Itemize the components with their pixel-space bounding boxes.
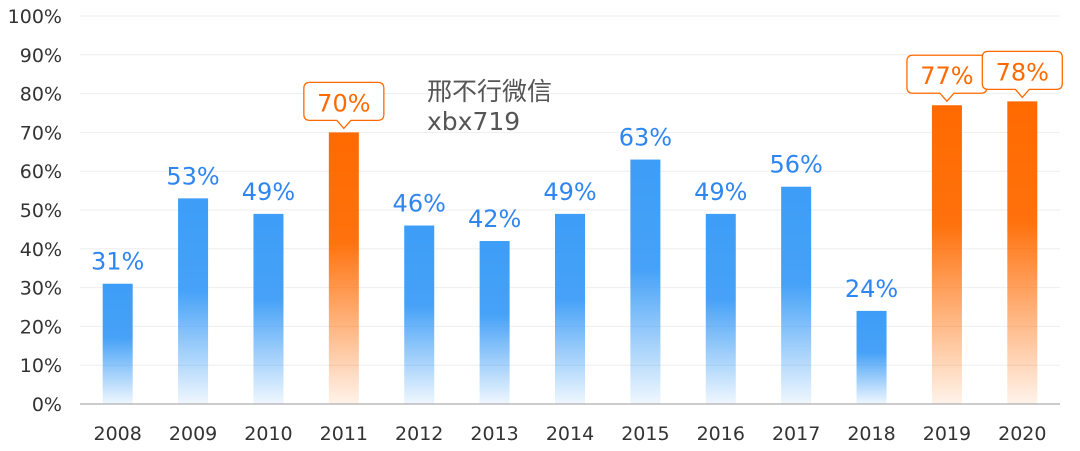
x-axis-ticks: 2008 2009 2010 2011 2012 2013 2014 2015 2016 2017… xyxy=(94,423,1047,445)
y-tick-label: 0% xyxy=(32,394,62,416)
bars xyxy=(102,101,1038,405)
value-label-callout: 77% xyxy=(906,54,988,103)
y-tick-label: 90% xyxy=(20,45,62,67)
bar-2014 xyxy=(555,213,585,404)
watermark-line1: 邢不行微信 xyxy=(427,77,552,106)
value-label: 24% xyxy=(845,275,898,303)
y-tick-label: 70% xyxy=(20,122,62,144)
value-label-callout: 70% xyxy=(303,81,385,130)
y-tick-label: 100% xyxy=(8,6,62,28)
y-tick-label: 50% xyxy=(20,200,62,222)
callout-box xyxy=(303,81,385,130)
callout-box xyxy=(981,50,1063,99)
bar-2019 xyxy=(931,105,962,405)
watermark-line2: xbx719 xyxy=(427,107,520,136)
y-tick-label: 40% xyxy=(20,239,62,261)
value-label: 31% xyxy=(91,248,144,276)
x-tick-label: 2014 xyxy=(546,423,594,445)
value-label: 49% xyxy=(242,178,295,206)
x-tick-label: 2012 xyxy=(395,423,443,445)
value-label: 46% xyxy=(393,190,446,218)
y-tick-label: 20% xyxy=(20,316,62,338)
x-tick-label: 2018 xyxy=(847,423,895,445)
y-tick-label: 30% xyxy=(20,278,62,300)
bar-2017 xyxy=(781,186,812,404)
value-labels: 31% 53% 49% 70% 46% 42% 49% 63% 49% 56% 24% 77% 78% xyxy=(91,50,1063,303)
bar-2015 xyxy=(630,159,661,404)
x-tick-label: 2019 xyxy=(923,423,971,445)
value-label: 78% xyxy=(996,58,1049,86)
grid-lines xyxy=(80,15,1060,366)
value-label: 49% xyxy=(543,178,596,206)
value-label: 56% xyxy=(769,151,822,179)
bar-2008 xyxy=(102,283,133,404)
bar-2009 xyxy=(178,198,209,404)
x-tick-label: 2016 xyxy=(697,423,745,445)
x-tick-label: 2011 xyxy=(320,423,368,445)
bar-2016 xyxy=(705,213,736,404)
value-label: 49% xyxy=(694,178,747,206)
value-label: 63% xyxy=(619,124,672,152)
bar-2018 xyxy=(856,310,887,404)
x-tick-label: 2020 xyxy=(998,423,1046,445)
y-axis-ticks: 0% 10% 20% 30% 40% 50% 60% 70% 80% 90% 100% xyxy=(8,6,62,416)
x-tick-label: 2010 xyxy=(244,423,292,445)
bar-2011 xyxy=(328,132,359,404)
y-tick-label: 60% xyxy=(20,161,62,183)
bar-2010 xyxy=(253,213,284,404)
value-label: 77% xyxy=(920,62,973,90)
y-tick-label: 80% xyxy=(20,84,62,106)
value-label: 42% xyxy=(468,205,521,233)
y-tick-label: 10% xyxy=(20,355,62,377)
bar-2012 xyxy=(404,225,435,404)
value-label: 70% xyxy=(317,89,370,117)
bar-2020 xyxy=(1007,101,1038,405)
x-tick-label: 2009 xyxy=(169,423,217,445)
value-label: 53% xyxy=(166,162,219,190)
value-label-callout: 78% xyxy=(981,50,1063,99)
x-tick-label: 2013 xyxy=(470,423,518,445)
bar-2013 xyxy=(479,241,510,404)
x-tick-label: 2008 xyxy=(94,423,142,445)
x-tick-label: 2015 xyxy=(621,423,669,445)
watermark: 邢不行微信 xbx719 xyxy=(427,77,552,136)
x-tick-label: 2017 xyxy=(772,423,820,445)
